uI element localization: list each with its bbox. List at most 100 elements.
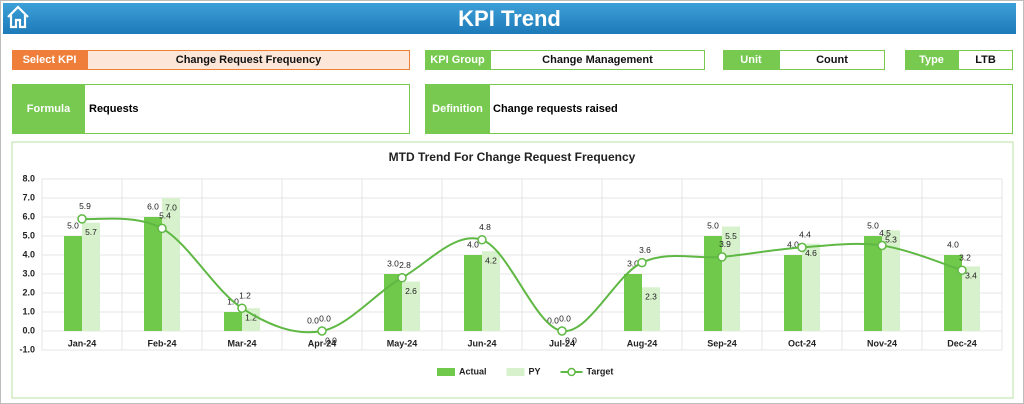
data-label: 0.0 bbox=[547, 315, 559, 325]
page-title: KPI Trend bbox=[458, 6, 561, 31]
x-tick-label: Aug-24 bbox=[627, 338, 658, 348]
data-label: 2.3 bbox=[645, 292, 657, 302]
field-label: Formula bbox=[12, 84, 85, 134]
data-label: 0.0 bbox=[307, 315, 319, 325]
field-label: Type bbox=[905, 50, 958, 70]
bar bbox=[784, 255, 802, 331]
x-tick-label: Feb-24 bbox=[147, 338, 176, 348]
data-label: 2.6 bbox=[405, 286, 417, 296]
y-tick-label: 3.0 bbox=[22, 268, 35, 278]
data-label: 5.0 bbox=[67, 220, 79, 230]
field-label: Select KPI bbox=[12, 50, 87, 70]
line-marker bbox=[557, 326, 567, 336]
chart-title: MTD Trend For Change Request Frequency bbox=[389, 150, 636, 164]
legend-label: PY bbox=[529, 366, 541, 376]
x-tick-label: Apr-24 bbox=[308, 338, 337, 348]
y-tick-label: 0.0 bbox=[22, 325, 35, 335]
bar bbox=[482, 251, 500, 331]
y-tick-label: 7.0 bbox=[22, 192, 35, 202]
data-label: 0.0 bbox=[565, 335, 577, 345]
field-label: KPI Group bbox=[425, 50, 490, 70]
data-label: 3.0 bbox=[627, 258, 639, 268]
data-label: 4.0 bbox=[947, 239, 959, 249]
bar bbox=[864, 236, 882, 331]
data-label: 4.6 bbox=[805, 248, 817, 258]
home-icon[interactable] bbox=[5, 4, 31, 30]
data-label: 5.9 bbox=[79, 201, 91, 211]
field-value: Count bbox=[779, 50, 885, 70]
data-label: 2.8 bbox=[399, 260, 411, 270]
x-tick-label: Jun-24 bbox=[467, 338, 496, 348]
legend-label: Actual bbox=[459, 366, 487, 376]
x-tick-label: Jul-24 bbox=[549, 338, 575, 348]
data-label: 4.0 bbox=[787, 239, 799, 249]
data-label: 5.5 bbox=[725, 231, 737, 241]
data-label: 1.2 bbox=[239, 290, 251, 300]
data-label: 0.0 bbox=[559, 313, 571, 323]
line-marker bbox=[797, 242, 807, 253]
y-tick-label: 6.0 bbox=[22, 211, 35, 221]
bar bbox=[882, 230, 900, 331]
line-marker bbox=[397, 273, 407, 283]
data-label: 5.4 bbox=[159, 211, 171, 221]
line-marker bbox=[637, 257, 647, 268]
data-label: 0.0 bbox=[319, 313, 331, 323]
bar bbox=[82, 222, 100, 331]
field-label: Definition bbox=[425, 84, 490, 134]
y-tick-label: -1.0 bbox=[19, 344, 35, 354]
y-tick-label: 8.0 bbox=[22, 173, 35, 183]
x-tick-label: Mar-24 bbox=[227, 338, 256, 348]
data-label: 1.2 bbox=[245, 312, 257, 322]
data-label: 7.0 bbox=[165, 202, 177, 212]
field-value: Change Management bbox=[490, 50, 705, 70]
data-label: 3.2 bbox=[959, 252, 971, 262]
bar bbox=[624, 274, 642, 331]
field-value[interactable]: Change Request Frequency bbox=[87, 50, 410, 70]
line-marker bbox=[317, 326, 327, 336]
field-label: Unit bbox=[723, 50, 779, 70]
legend-label: Target bbox=[587, 366, 614, 376]
data-label: 3.4 bbox=[965, 271, 977, 281]
x-tick-label: Sep-24 bbox=[707, 338, 737, 348]
y-tick-label: 5.0 bbox=[22, 230, 35, 240]
bar bbox=[704, 236, 722, 331]
data-label: 4.0 bbox=[467, 239, 479, 249]
line-marker bbox=[157, 223, 167, 234]
field-value: LTB bbox=[958, 50, 1013, 70]
y-tick-label: 4.0 bbox=[22, 249, 35, 259]
data-label: 5.0 bbox=[707, 220, 719, 230]
x-tick-label: May-24 bbox=[387, 338, 418, 348]
line-marker bbox=[877, 240, 887, 251]
line-marker bbox=[237, 303, 247, 313]
line-marker bbox=[717, 252, 727, 262]
data-label: 0.0 bbox=[325, 335, 337, 345]
data-label: 3.9 bbox=[719, 239, 731, 249]
data-label: 3.6 bbox=[639, 245, 651, 255]
x-tick-label: Oct-24 bbox=[788, 338, 816, 348]
x-tick-label: Nov-24 bbox=[867, 338, 897, 348]
legend-swatch bbox=[567, 367, 576, 377]
bar bbox=[464, 255, 482, 331]
bar bbox=[64, 236, 82, 331]
x-tick-label: Jan-24 bbox=[68, 338, 97, 348]
bar bbox=[384, 274, 402, 331]
line-marker bbox=[957, 265, 967, 275]
y-tick-label: 1.0 bbox=[22, 306, 35, 316]
bar bbox=[224, 312, 242, 331]
data-label: 4.5 bbox=[879, 228, 891, 238]
field-value: Change requests raised bbox=[493, 103, 618, 115]
data-label: 3.0 bbox=[387, 258, 399, 268]
legend-swatch bbox=[506, 368, 525, 376]
data-label: 4.2 bbox=[485, 255, 497, 265]
bar bbox=[144, 217, 162, 331]
bar bbox=[242, 308, 260, 331]
x-tick-label: Dec-24 bbox=[947, 338, 977, 348]
header-bar: KPI Trend bbox=[3, 3, 1016, 34]
line-marker bbox=[77, 214, 87, 224]
bar bbox=[402, 281, 420, 331]
line-marker bbox=[477, 235, 487, 245]
data-label: 5.3 bbox=[885, 235, 897, 245]
field-value: Requests bbox=[89, 103, 139, 115]
legend-swatch bbox=[437, 368, 455, 376]
